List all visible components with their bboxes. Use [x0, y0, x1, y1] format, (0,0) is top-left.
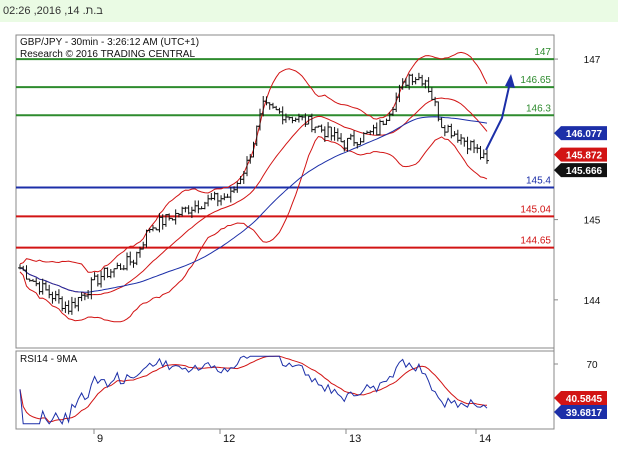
upper-band-line: [19, 51, 488, 273]
chart-title: GBP/JPY - 30min - 3:26:12 AM (UTC+1): [20, 37, 199, 48]
price-badge-label: 146.077: [566, 129, 603, 140]
rsi-tick-label: 70: [586, 360, 598, 371]
price-badge-box: [561, 163, 607, 178]
time-tick-label: 12: [223, 433, 235, 445]
rsi-badge-pointer: [554, 405, 561, 419]
lower-band-line: [19, 135, 488, 323]
header-bar: ב.ת. 14, 2016, 02:26: [0, 0, 618, 22]
price-badge-box: [561, 126, 607, 141]
rsi-axis-group: 70 40.5845 39.6817: [554, 360, 607, 419]
time-tick-label: 13: [349, 433, 361, 445]
price-badge-box: [561, 147, 607, 162]
timestamp-label: ב.ת. 14, 2016, 02:26: [3, 5, 103, 17]
price-badges-group: 146.077 145.872 145.666: [554, 126, 607, 178]
time-axis-group: 9 12 13 14: [93, 429, 491, 445]
moving-average-line: [19, 116, 488, 293]
level-label: 147: [534, 47, 551, 58]
price-tick-label: 144: [584, 296, 601, 307]
price-bars-group: [18, 72, 489, 315]
time-tick-label: 14: [479, 433, 491, 445]
rsi-line: [19, 355, 488, 425]
level-label: 145.4: [526, 175, 551, 186]
rsi-badge-box: [561, 405, 607, 419]
level-label: 144.65: [520, 236, 551, 247]
levels-group: 147 146.65 146.3 145.4 145.04 144.65: [16, 47, 554, 249]
rsi-badge-pointer: [554, 391, 561, 405]
chart-subtitle: Research © 2016 TRADING CENTRAL: [20, 49, 195, 60]
price-tick-label: 147: [584, 55, 601, 66]
moving-average-group: [19, 116, 488, 293]
rsi-panel-frame: [15, 350, 555, 430]
price-badge-pointer: [554, 163, 561, 178]
level-label: 146.65: [520, 75, 551, 86]
level-label: 145.04: [520, 204, 551, 215]
price-badge-pointer: [554, 126, 561, 141]
rsi-badge-box: [561, 391, 607, 405]
middle-band-line: [19, 97, 488, 296]
level-label: 146.3: [526, 103, 551, 114]
price-tick-label: 145: [584, 216, 601, 227]
rsi-badge-label: 40.5845: [566, 394, 603, 405]
price-badge-label: 145.872: [566, 151, 603, 162]
price-badge-pointer: [554, 147, 561, 162]
projection-arrow: [485, 74, 515, 151]
price-axis-group: 144 145 147: [554, 55, 601, 307]
rsi-group: [19, 355, 488, 425]
rsi-badge-label: 39.6817: [566, 408, 603, 419]
rsi-label: RSI14 - 9MA: [20, 354, 78, 365]
price-badge-label: 145.666: [566, 166, 603, 177]
rsi-ma-line: [19, 355, 488, 423]
time-tick-label: 9: [97, 433, 103, 445]
